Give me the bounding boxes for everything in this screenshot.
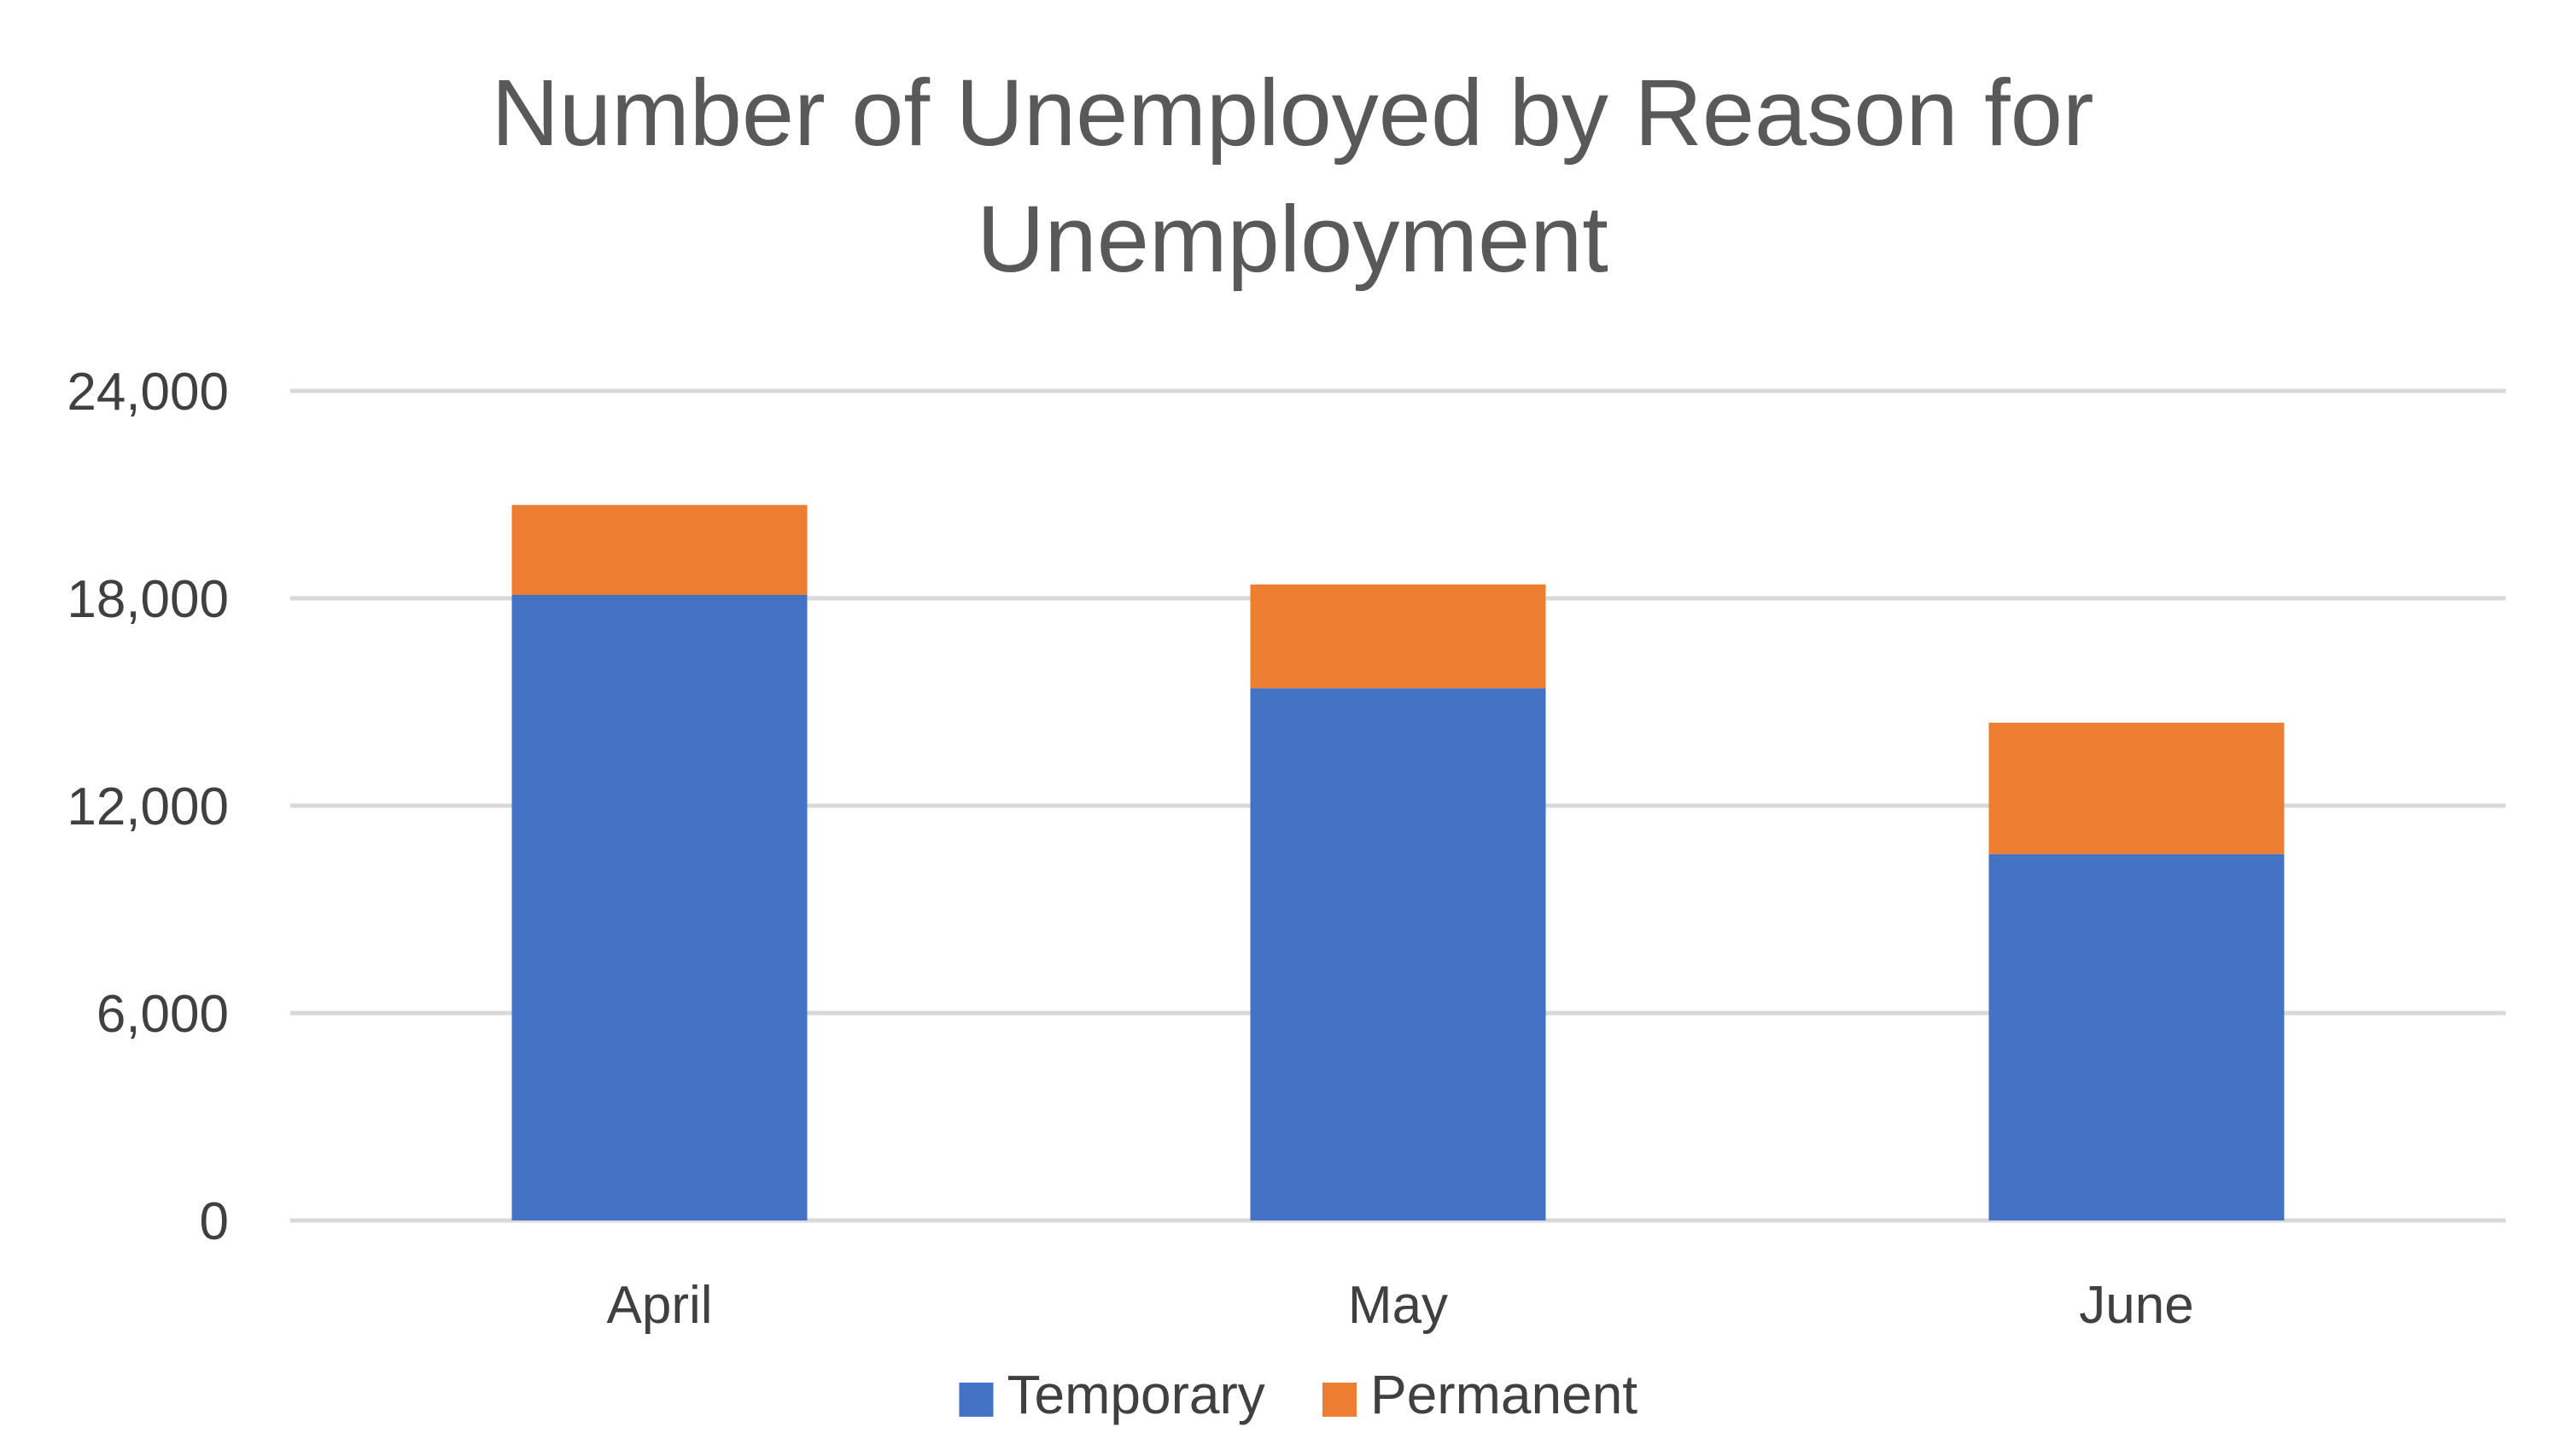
bar-permanent-june [1988,722,2285,854]
legend-swatch-permanent [1322,1383,1357,1417]
y-tick-label: 18,000 [67,570,229,629]
bars [511,504,2285,1220]
x-tick-label: April [606,1276,712,1335]
bar-temporary-may [1250,688,1546,1220]
legend-label-permanent: Permanent [1370,1364,1637,1425]
x-tick-label: May [1348,1276,1448,1335]
y-axis-tick-labels: 0 6,000 12,000 18,000 24,000 [67,363,229,1251]
bar-temporary-june [1988,853,2285,1220]
legend-label-temporary: Temporary [1007,1364,1264,1425]
y-tick-label: 6,000 [96,985,229,1044]
chart-title-line-2: Unemployment [977,187,1608,292]
x-tick-label: June [2079,1276,2193,1335]
y-tick-label: 12,000 [67,778,229,836]
chart-title-line-1: Number of Unemployed by Reason for [491,61,2093,166]
legend: Temporary Permanent [959,1364,1637,1425]
y-tick-label: 0 [200,1192,229,1251]
y-tick-label: 24,000 [67,363,229,422]
bar-permanent-may [1250,584,1546,689]
bar-permanent-april [511,504,808,595]
legend-swatch-temporary [959,1383,994,1417]
bar-temporary-april [511,594,808,1220]
x-axis-tick-labels: April May June [606,1276,2193,1335]
